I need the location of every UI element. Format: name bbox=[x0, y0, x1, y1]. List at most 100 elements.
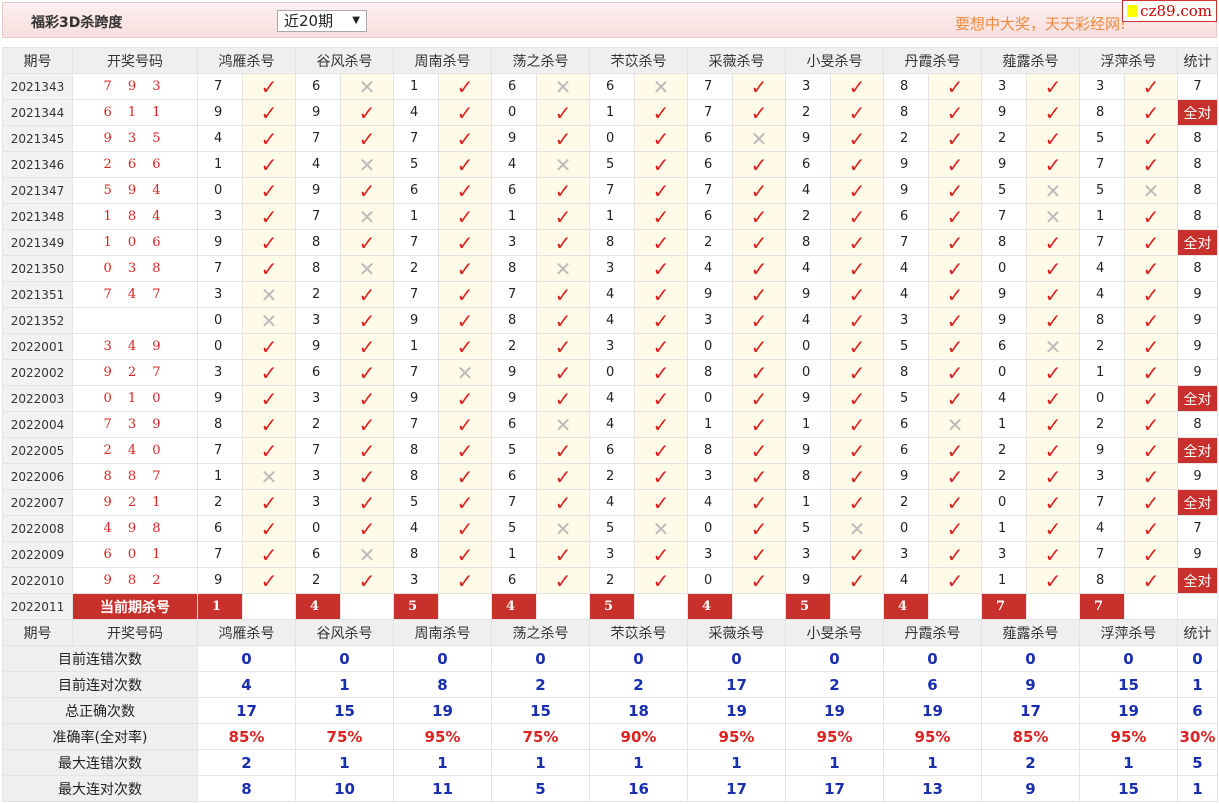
draw-number-cell: 3 4 9 bbox=[72, 333, 198, 360]
check-icon: ✓ bbox=[1026, 73, 1080, 100]
kill-number-cell: 8 bbox=[295, 255, 341, 282]
stat-cell: 9 bbox=[1177, 307, 1218, 334]
cross-icon: ✕ bbox=[830, 515, 884, 542]
stats-value: 18 bbox=[589, 697, 688, 724]
kill-number-cell: 0 bbox=[981, 255, 1027, 282]
check-icon: ✓ bbox=[340, 125, 394, 152]
stats-value: 11 bbox=[393, 775, 492, 802]
stats-label: 最大连对次数 bbox=[2, 775, 198, 802]
kill-number-cell: 3 bbox=[589, 541, 635, 568]
check-icon: ✓ bbox=[438, 307, 492, 334]
stats-value: 13 bbox=[883, 775, 982, 802]
kill-number-cell: 9 bbox=[785, 385, 831, 412]
kill-number-cell: 8 bbox=[491, 255, 537, 282]
draw-number-cell: 4 9 8 bbox=[72, 515, 198, 542]
check-icon: ✓ bbox=[438, 333, 492, 360]
kill-number-cell: 2 bbox=[393, 255, 439, 282]
kill-number-cell: 1 bbox=[785, 411, 831, 438]
kill-number-cell: 6 bbox=[883, 437, 929, 464]
kill-number-cell: 6 bbox=[981, 333, 1027, 360]
current-kill-number: 5 bbox=[393, 593, 439, 620]
check-icon: ✓ bbox=[928, 203, 982, 230]
check-icon: ✓ bbox=[1026, 229, 1080, 256]
column-header-expert: 荡之杀号 bbox=[491, 47, 590, 74]
check-icon: ✓ bbox=[242, 151, 296, 178]
check-icon: ✓ bbox=[928, 99, 982, 126]
stats-value: 2 bbox=[491, 671, 590, 698]
stats-value: 19 bbox=[785, 697, 884, 724]
stats-value: 0 bbox=[883, 645, 982, 672]
check-icon: ✓ bbox=[438, 567, 492, 594]
kill-number-cell: 4 bbox=[589, 489, 635, 516]
kill-number-cell: 2 bbox=[589, 567, 635, 594]
table-row: 2021349 1 0 6 9 ✓ 8 ✓ 7 ✓ 3 ✓ 8 ✓ 2 ✓ 8 ✓ 7 ✓ 8 ✓ 7 ✓ 全对 bbox=[2, 229, 1218, 256]
kill-number-cell: 5 bbox=[785, 515, 831, 542]
stats-value: 17 bbox=[785, 775, 884, 802]
kill-number-cell: 9 bbox=[491, 385, 537, 412]
kill-number-cell: 6 bbox=[393, 177, 439, 204]
kill-number-cell: 6 bbox=[491, 177, 537, 204]
stat-cell: 全对 bbox=[1177, 567, 1218, 594]
check-icon: ✓ bbox=[536, 281, 590, 308]
kill-number-cell: 4 bbox=[197, 125, 243, 152]
check-icon: ✓ bbox=[340, 307, 394, 334]
top-bar: 福彩3D杀跨度 近20期 ▼ 要想中大奖，天天彩经网! bbox=[2, 2, 1217, 38]
stats-value: 85% bbox=[981, 723, 1080, 750]
kill-number-cell: 7 bbox=[687, 99, 733, 126]
check-icon: ✓ bbox=[242, 489, 296, 516]
column-header-expert: 采薇杀号 bbox=[687, 47, 786, 74]
table-row: 2022004 7 3 9 8 ✓ 2 ✓ 7 ✓ 6 ✕ 4 ✓ 1 ✓ 1 ✓ 6 ✕ 1 ✓ 2 ✓ 8 bbox=[2, 411, 1218, 438]
check-icon: ✓ bbox=[928, 489, 982, 516]
stats-value: 95% bbox=[1079, 723, 1178, 750]
check-icon: ✓ bbox=[830, 99, 884, 126]
kill-number-cell: 4 bbox=[491, 151, 537, 178]
cross-icon: ✕ bbox=[1026, 177, 1080, 204]
check-icon: ✓ bbox=[242, 437, 296, 464]
draw-number-cell: 1 8 4 bbox=[72, 203, 198, 230]
kill-number-cell: 4 bbox=[981, 385, 1027, 412]
kill-number-cell: 1 bbox=[785, 489, 831, 516]
empty-cell bbox=[634, 593, 688, 620]
column-header-expert: 薤露杀号 bbox=[981, 47, 1080, 74]
check-icon: ✓ bbox=[438, 229, 492, 256]
stats-value: 19 bbox=[687, 697, 786, 724]
range-select[interactable]: 近20期 ▼ bbox=[277, 10, 367, 32]
kill-number-cell: 3 bbox=[393, 567, 439, 594]
check-icon: ✓ bbox=[634, 489, 688, 516]
period-cell: 2021352 bbox=[2, 307, 73, 334]
check-icon: ✓ bbox=[732, 99, 786, 126]
check-icon: ✓ bbox=[830, 359, 884, 386]
site-logo[interactable]: cz89.com bbox=[1122, 0, 1217, 22]
stats-value: 75% bbox=[491, 723, 590, 750]
check-icon: ✓ bbox=[242, 385, 296, 412]
stats-value: 0 bbox=[1079, 645, 1178, 672]
kill-number-cell: 5 bbox=[393, 489, 439, 516]
column-header-draw: 开奖号码 bbox=[72, 619, 198, 646]
kill-number-cell: 3 bbox=[295, 463, 341, 490]
check-icon: ✓ bbox=[340, 385, 394, 412]
check-icon: ✓ bbox=[536, 99, 590, 126]
kill-number-cell: 6 bbox=[687, 203, 733, 230]
check-icon: ✓ bbox=[536, 437, 590, 464]
kill-number-cell: 4 bbox=[687, 489, 733, 516]
check-icon: ✓ bbox=[1026, 281, 1080, 308]
stats-value: 2 bbox=[981, 749, 1080, 776]
cross-icon: ✕ bbox=[1026, 333, 1080, 360]
column-header-period: 期号 bbox=[2, 47, 73, 74]
check-icon: ✓ bbox=[634, 281, 688, 308]
stat-cell: 全对 bbox=[1177, 385, 1218, 412]
stats-value: 0 bbox=[393, 645, 492, 672]
stat-cell: 9 bbox=[1177, 463, 1218, 490]
kill-number-cell: 3 bbox=[295, 385, 341, 412]
check-icon: ✓ bbox=[438, 385, 492, 412]
check-icon: ✓ bbox=[1026, 99, 1080, 126]
check-icon: ✓ bbox=[928, 359, 982, 386]
check-icon: ✓ bbox=[1026, 151, 1080, 178]
cross-icon: ✕ bbox=[536, 411, 590, 438]
column-header-expert: 小旻杀号 bbox=[785, 619, 884, 646]
column-header-expert: 芣苡杀号 bbox=[589, 619, 688, 646]
cross-icon: ✕ bbox=[634, 515, 688, 542]
stats-row: 最大连对次数 8 10 11 5 16 17 17 13 9 15 1 bbox=[2, 775, 1218, 802]
kill-number-cell: 4 bbox=[785, 177, 831, 204]
kill-number-cell: 8 bbox=[883, 359, 929, 386]
